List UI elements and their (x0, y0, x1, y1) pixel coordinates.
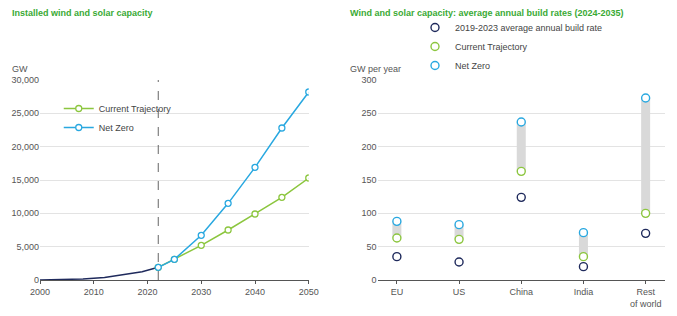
svg-text:2019-2023 average annual build: 2019-2023 average annual build rate (455, 23, 602, 33)
svg-text:10,000: 10,000 (11, 208, 39, 218)
svg-text:Net Zero: Net Zero (99, 123, 134, 133)
svg-text:India: India (574, 287, 594, 297)
svg-text:25,000: 25,000 (11, 108, 39, 118)
svg-text:20,000: 20,000 (11, 142, 39, 152)
svg-text:2020: 2020 (137, 287, 157, 297)
svg-text:2040: 2040 (245, 287, 265, 297)
svg-text:Current Trajectory: Current Trajectory (99, 104, 172, 114)
svg-text:EU: EU (391, 287, 404, 297)
svg-text:2050: 2050 (299, 287, 319, 297)
svg-text:200: 200 (361, 142, 376, 152)
svg-text:US: US (453, 287, 466, 297)
svg-text:300: 300 (361, 75, 376, 85)
svg-text:50: 50 (366, 242, 376, 252)
svg-text:250: 250 (361, 108, 376, 118)
svg-text:Installed wind and solar capac: Installed wind and solar capacity (12, 8, 153, 18)
svg-text:Net Zero: Net Zero (455, 61, 490, 71)
svg-text:GW: GW (12, 64, 28, 74)
svg-text:5,000: 5,000 (16, 242, 39, 252)
svg-text:30,000: 30,000 (11, 75, 39, 85)
svg-text:2000: 2000 (30, 287, 50, 297)
svg-text:Restof world: Restof world (630, 287, 662, 309)
svg-text:Wind and solar capacity: avera: Wind and solar capacity: average annual … (350, 8, 624, 18)
svg-text:0: 0 (371, 275, 376, 285)
svg-text:0: 0 (34, 275, 39, 285)
svg-text:2030: 2030 (191, 287, 211, 297)
svg-text:GW per year: GW per year (350, 64, 401, 74)
svg-text:150: 150 (361, 175, 376, 185)
svg-text:100: 100 (361, 208, 376, 218)
svg-text:15,000: 15,000 (11, 175, 39, 185)
svg-text:2010: 2010 (84, 287, 104, 297)
svg-text:China: China (509, 287, 533, 297)
svg-text:Current Trajectory: Current Trajectory (455, 42, 528, 52)
